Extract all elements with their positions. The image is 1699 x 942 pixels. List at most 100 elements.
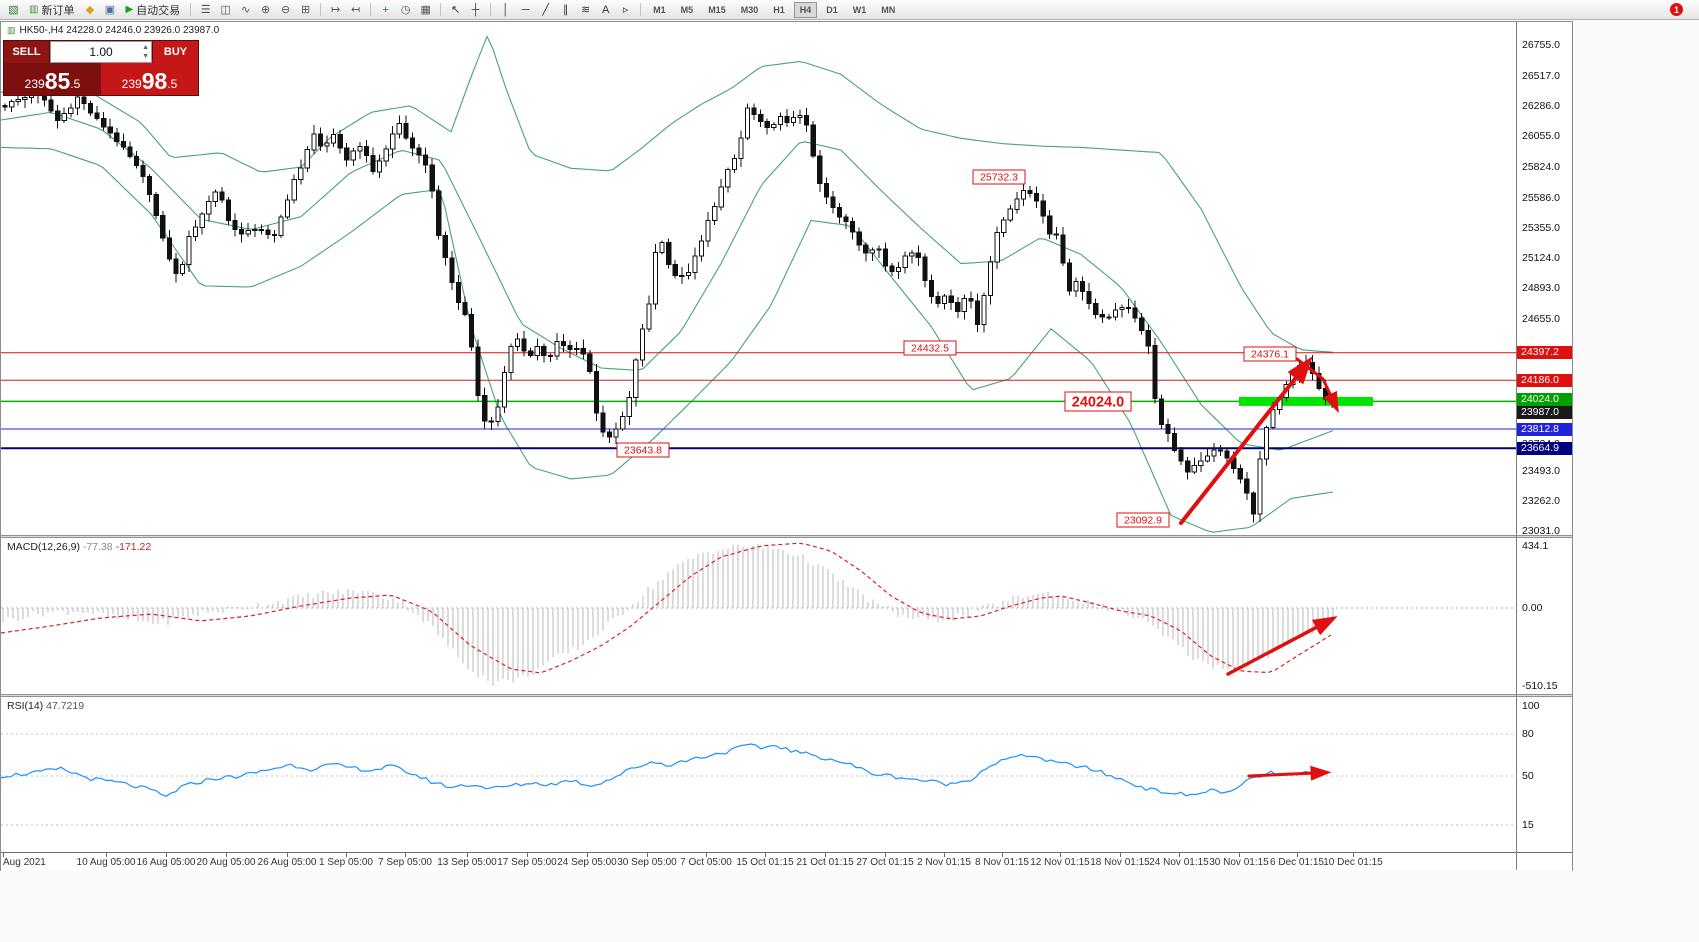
price-axis-tick: 25124.0 xyxy=(1522,251,1560,264)
price-axis-tick: 25586.0 xyxy=(1522,191,1560,204)
candles xyxy=(2,84,1335,523)
timeframe-button-D1[interactable]: D1 xyxy=(826,4,838,15)
fibonacci-icon[interactable]: ≋ xyxy=(581,4,591,16)
time-axis-label: 8 Nov 01:15 xyxy=(975,857,1029,868)
cursor-icon[interactable]: ↖ xyxy=(451,4,461,16)
price-tag: 23987.0 xyxy=(1517,405,1572,419)
time-axis-label: 20 Aug 05:00 xyxy=(196,857,256,868)
trend-arrow[interactable] xyxy=(1247,765,1332,781)
price-label-box[interactable] xyxy=(1064,391,1132,412)
price-label-box[interactable] xyxy=(1116,512,1170,528)
bb-upper xyxy=(1,35,1334,353)
timeframe-button-M30[interactable]: M30 xyxy=(740,4,759,15)
macd-axis[interactable]: 434.1 0.00 -510.15 xyxy=(1517,538,1573,694)
time-axis-label: 7 Oct 05:00 xyxy=(680,857,732,868)
time-axis-tick xyxy=(405,853,406,857)
time-axis-label: 2 Nov 01:15 xyxy=(917,857,971,868)
price-tag: 23812.8 xyxy=(1517,422,1572,436)
price-axis[interactable]: 26755.0 26517.0 26286.0 26055.0 25824.0 25586… xyxy=(1517,22,1573,537)
price-axis-tick: 25355.0 xyxy=(1522,221,1560,234)
pane-separator[interactable] xyxy=(1,694,1572,697)
history-center-icon[interactable]: ◆ xyxy=(85,4,95,16)
price-label-box[interactable] xyxy=(972,169,1026,185)
timeframe-button-H1[interactable]: H1 xyxy=(773,4,785,15)
zoom-out-icon[interactable]: ⊖ xyxy=(281,4,291,16)
rsi-pane[interactable] xyxy=(1,697,1516,852)
crosshair-icon[interactable]: ┼ xyxy=(471,3,480,16)
time-axis-label: 15 Oct 01:15 xyxy=(736,857,794,868)
rsi-axis-tick: 15 xyxy=(1522,819,1534,831)
equidistant-channel-icon[interactable]: ∥ xyxy=(562,4,569,16)
time-axis-label: 1 Sep 05:00 xyxy=(319,857,373,868)
text-icon[interactable]: A xyxy=(601,3,610,16)
timeframe-button-M15[interactable]: M15 xyxy=(708,4,726,15)
timeframe-button-W1[interactable]: W1 xyxy=(852,4,867,15)
trend-arrow[interactable] xyxy=(1226,616,1338,676)
macd-main-value: -77.38 xyxy=(82,541,113,553)
macd-title: MACD(12,26,9) -77.38 -171.22 xyxy=(7,541,152,553)
price-label-box[interactable] xyxy=(616,442,670,458)
trend-arrow[interactable] xyxy=(1179,356,1313,525)
profile-icon[interactable]: ▣ xyxy=(104,4,116,16)
trend-arrow[interactable] xyxy=(1295,357,1339,414)
line-chart-icon[interactable]: ∿ xyxy=(241,4,251,16)
volume-increase-button[interactable]: ▲ xyxy=(142,44,149,51)
rsi-line xyxy=(1,743,1326,797)
arrows-icon[interactable]: ▹ xyxy=(622,4,629,16)
timeframe-button-M1[interactable]: M1 xyxy=(653,4,666,15)
support-zone-rectangle[interactable] xyxy=(1239,396,1373,406)
autotrading-button[interactable]: ▶ 自动交易 xyxy=(125,4,181,17)
time-axis-tick xyxy=(166,853,167,857)
buy-button[interactable]: BUY xyxy=(152,41,198,63)
time-axis-tick xyxy=(1002,853,1003,857)
price-label-text: 23643.8 xyxy=(624,445,662,457)
time-axis-tick xyxy=(1060,853,1061,857)
price-label-box[interactable] xyxy=(903,340,957,356)
candlestick-chart-icon[interactable]: ◫ xyxy=(220,4,231,16)
sell-price[interactable]: 239 85.5 xyxy=(4,63,101,95)
time-axis-label: 24 Sep 05:00 xyxy=(557,857,617,868)
time-axis-label: 17 Sep 05:00 xyxy=(497,857,557,868)
toolbar-separator xyxy=(320,3,322,16)
price-axis-tick: 23262.0 xyxy=(1522,494,1560,507)
timeframe-button-MN[interactable]: MN xyxy=(881,4,896,15)
symbol-ohlc-readout: ▥ HK50-,H4 24228.0 24246.0 23926.0 23987… xyxy=(7,25,219,36)
templates-icon[interactable]: ▦ xyxy=(420,4,431,16)
main-chart[interactable]: 25732.3 24432.5 24376.1 24024.0 23643.8 23092… xyxy=(1,22,1516,535)
vertical-line-icon[interactable]: │ xyxy=(502,3,510,16)
new-chart-icon[interactable]: ▧ xyxy=(8,4,19,16)
time-axis-label: 21 Oct 01:15 xyxy=(796,857,854,868)
tile-windows-icon[interactable]: ⊞ xyxy=(301,4,311,16)
timeframe-button-H4[interactable]: H4 xyxy=(793,1,818,18)
periods-icon[interactable]: ◷ xyxy=(400,4,411,16)
sell-button[interactable]: SELL xyxy=(4,41,50,63)
time-axis-tick xyxy=(226,853,227,857)
horizontal-line-icon[interactable]: ─ xyxy=(521,3,530,16)
time-axis-tick xyxy=(346,853,347,857)
zoom-in-icon[interactable]: ⊕ xyxy=(261,4,271,16)
price-axis-tick: 26517.0 xyxy=(1522,70,1560,83)
rsi-axis-tick: 50 xyxy=(1522,770,1534,782)
indicators-icon[interactable]: + xyxy=(382,3,389,16)
rsi-axis[interactable]: 100 80 50 15 xyxy=(1517,697,1573,852)
price-tag: 24186.0 xyxy=(1517,373,1572,387)
volume-input[interactable]: 1.00 ▲ ▼ xyxy=(50,41,152,63)
timeframe-button-M5[interactable]: M5 xyxy=(680,4,694,15)
notification-badge[interactable]: 1 xyxy=(1670,3,1683,16)
price-axis-tick: 26755.0 xyxy=(1522,39,1560,51)
time-axis-label: 30 Nov 01:15 xyxy=(1209,857,1269,868)
price-label-box[interactable] xyxy=(1243,346,1297,362)
new-order-button[interactable]: ▥ 新订单 xyxy=(29,4,75,17)
macd-pane[interactable] xyxy=(1,538,1516,694)
time-axis-tick xyxy=(825,853,826,857)
trendline-icon[interactable]: ╱ xyxy=(542,4,549,16)
bar-chart-icon[interactable]: ☰ xyxy=(200,4,211,16)
buy-price[interactable]: 239 98.5 xyxy=(101,63,198,95)
auto-scroll-icon[interactable]: ↦ xyxy=(331,4,341,16)
price-axis-tick: 23031.0 xyxy=(1522,525,1560,537)
pane-separator[interactable] xyxy=(1,535,1572,538)
chart-shift-icon[interactable]: ↤ xyxy=(351,4,361,16)
time-axis-label: 13 Sep 05:00 xyxy=(437,857,497,868)
volume-decrease-button[interactable]: ▼ xyxy=(142,53,149,60)
time-axis[interactable]: Aug 2021 10 Aug 05:00 16 Aug 05:00 20 Aug 0… xyxy=(1,852,1572,871)
